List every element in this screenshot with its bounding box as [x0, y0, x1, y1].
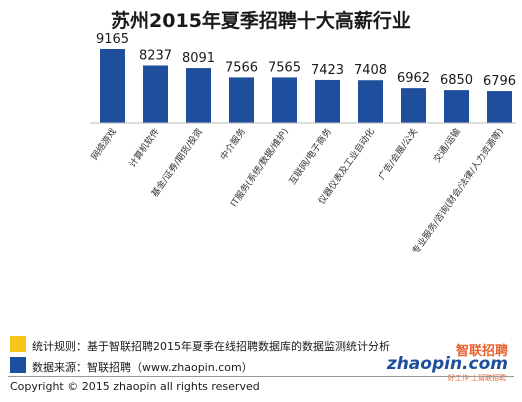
bar-value-label: 7565: [268, 60, 301, 75]
bar-value-label: 8091: [182, 51, 215, 66]
category-label: 专业服务/咨询(财会/法律/人力资源等): [409, 126, 506, 257]
source-legend-swatch: [10, 357, 26, 373]
bar: [487, 91, 512, 123]
bar-value-label: 7423: [311, 63, 344, 78]
chart-title: 苏州2015年夏季招聘十大高薪行业: [111, 10, 411, 32]
bar: [229, 77, 254, 123]
category-label: 中介服务: [217, 126, 247, 162]
category-label: 网络游戏: [88, 126, 118, 162]
footer-divider: [8, 376, 514, 377]
category-label: 计算机软件: [126, 126, 162, 170]
bar-value-label: 7566: [225, 60, 258, 75]
bar: [315, 79, 340, 123]
bar-value-label: 7408: [354, 63, 387, 78]
bar: [401, 88, 426, 123]
bar: [143, 65, 168, 123]
rule-legend-swatch: [10, 336, 26, 352]
bar-value-label: 6962: [397, 71, 430, 86]
bar-chart: 9165网络游戏8237计算机软件8091基金/证券/期货/投资7566中介服务…: [88, 32, 516, 257]
rule-legend-text: 统计规则：基于智联招聘2015年夏季在线招聘数据库的数据监测统计分析: [32, 340, 390, 353]
category-label: 互联网/电子商务: [286, 126, 334, 187]
bar: [272, 77, 297, 123]
bar-value-label: 6850: [440, 73, 473, 88]
category-label: 交通/运输: [431, 126, 463, 165]
source-legend-text: 数据来源：智联招聘（www.zhaopin.com）: [32, 361, 253, 374]
zhaopin-logo: 智联招聘 zhaopin.com 好工作 上智联招聘: [387, 340, 508, 382]
bar: [358, 80, 383, 123]
bar-value-label: 9165: [96, 32, 129, 47]
logo-en-text: zhaopin.com: [386, 354, 508, 374]
logo-tagline: 好工作 上智联招聘: [447, 374, 506, 382]
bar-value-label: 6796: [483, 74, 516, 89]
copyright-text: Copyright © 2015 zhaopin all rights rese…: [10, 380, 260, 393]
bar: [100, 49, 125, 123]
bar-value-label: 8237: [139, 48, 172, 63]
bar: [186, 68, 211, 123]
category-label: 广告/会展/公关: [376, 126, 420, 182]
bar: [444, 90, 469, 123]
logo-cn-text: 智联招聘: [455, 344, 508, 359]
